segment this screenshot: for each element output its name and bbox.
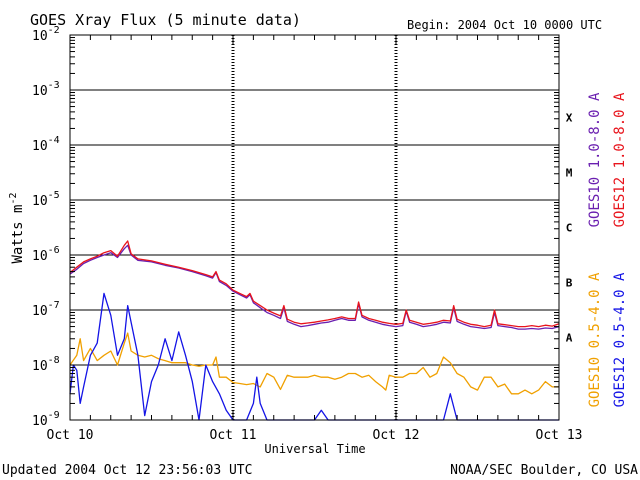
x-tick-label: Oct 11 [210, 428, 257, 443]
legend-entry-3: GOES10 0.5-4.0 A [587, 272, 603, 407]
chart-title: GOES Xray Flux (5 minute data) [30, 11, 301, 29]
series-lines [69, 240, 560, 421]
y-tick-base: 10 [32, 249, 48, 264]
series-line-2 [69, 240, 560, 328]
grid [70, 35, 559, 420]
y-tick-label: 10-3 [32, 80, 60, 99]
y-tick-base: 10 [32, 29, 48, 44]
y-tick-exponent: -9 [48, 410, 60, 421]
x-axis-ticks: Oct 10 Oct 11 Oct 12 Oct 13 [47, 35, 583, 443]
y-tick-exponent: -7 [48, 300, 60, 311]
y-tick-label: 10-6 [32, 245, 60, 264]
legend-entry-4: GOES12 0.5-4.0 A [612, 272, 628, 407]
y-tick-label: 10-8 [32, 355, 60, 374]
flare-class-labels: A B C M X [566, 112, 573, 345]
x-tick-label: Oct 12 [373, 428, 420, 443]
plot-frame [69, 34, 560, 421]
y-axis-label-exponent: -2 [8, 192, 19, 204]
y-tick-label: 10-5 [32, 190, 60, 209]
legend: GOES10 1.0-8.0 A GOES12 1.0-8.0 A GOES10 0… [587, 92, 628, 407]
flare-class-x: X [566, 112, 573, 125]
begin-label: Begin: 2004 Oct 10 0000 UTC [407, 18, 602, 32]
legend-entry-1: GOES10 1.0-8.0 A [587, 92, 603, 227]
y-tick-base: 10 [32, 359, 48, 374]
footer-updated: Updated 2004 Oct 12 23:56:03 UTC [2, 463, 252, 478]
y-axis-label: Watts m-2 [8, 192, 26, 263]
y-tick-base: 10 [32, 304, 48, 319]
y-tick-exponent: -8 [48, 355, 60, 366]
y-tick-exponent: -2 [48, 25, 60, 36]
flare-class-m: M [566, 167, 573, 180]
x-tick-label: Oct 10 [47, 428, 94, 443]
y-tick-base: 10 [32, 194, 48, 209]
y-tick-base: 10 [32, 84, 48, 99]
y-tick-exponent: -5 [48, 190, 60, 201]
x-tick-label: Oct 13 [536, 428, 583, 443]
y-tick-exponent: -4 [48, 135, 60, 146]
y-axis-label-text: Watts m [10, 205, 26, 264]
y-axis-ticks: 10-910-810-710-610-510-410-310-2 [32, 25, 559, 429]
series-line-3 [69, 332, 559, 395]
y-tick-label: 10-9 [32, 410, 60, 429]
y-tick-label: 10-2 [32, 25, 60, 44]
flare-class-c: C [566, 222, 573, 235]
legend-entry-2: GOES12 1.0-8.0 A [612, 92, 628, 227]
series-line-1 [69, 244, 560, 330]
y-tick-exponent: -3 [48, 80, 60, 91]
y-tick-base: 10 [32, 414, 48, 429]
y-tick-label: 10-4 [32, 135, 60, 154]
svg-text:Watts m-2: Watts m-2 [8, 192, 26, 263]
x-axis-label: Universal Time [264, 442, 365, 456]
footer-source: NOAA/SEC Boulder, CO USA [450, 463, 638, 478]
y-tick-exponent: -6 [48, 245, 60, 256]
y-tick-base: 10 [32, 139, 48, 154]
y-tick-label: 10-7 [32, 300, 60, 319]
flare-class-b: B [566, 277, 573, 290]
flare-class-a: A [566, 332, 573, 345]
